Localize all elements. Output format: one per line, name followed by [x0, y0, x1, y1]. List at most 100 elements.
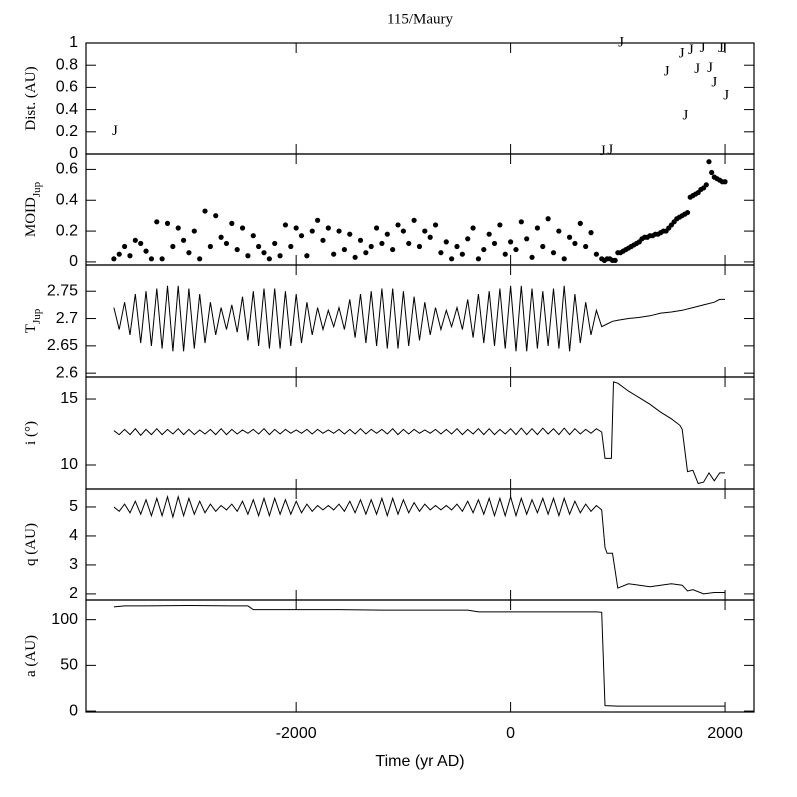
point [703, 182, 709, 188]
point [245, 253, 251, 259]
point [513, 246, 519, 253]
point [684, 209, 691, 216]
series-line [113, 381, 725, 485]
point [612, 257, 618, 263]
point [475, 256, 482, 262]
point [336, 228, 342, 234]
marker-j: J [679, 46, 685, 62]
point [207, 243, 213, 250]
y-tick-label: 1 [69, 34, 78, 51]
x-tick-label: 2000 [707, 725, 743, 742]
point [524, 236, 530, 242]
point [132, 237, 138, 243]
point [390, 246, 396, 253]
x-axis-label: Time (yr AD) [375, 753, 464, 770]
y-axis-label: q (AU) [23, 523, 39, 566]
marker-j: J [700, 40, 706, 56]
point [545, 216, 551, 222]
y-tick-label: 2.65 [47, 337, 78, 354]
y-tick-label: 0.6 [56, 79, 78, 96]
marker-j: J [688, 42, 694, 58]
y-tick-label: 0.8 [56, 56, 78, 73]
point [709, 169, 715, 176]
point [427, 234, 433, 240]
point [239, 225, 246, 231]
y-axis-label-sub: Jup [31, 308, 43, 324]
point [325, 225, 331, 231]
point [293, 225, 299, 231]
point [540, 243, 546, 250]
point [459, 251, 465, 257]
point [304, 253, 310, 259]
y-axis-label-main: MOID [23, 197, 39, 237]
y-tick-label: 0.2 [56, 123, 78, 140]
point [432, 222, 439, 228]
y-tick-label: 0 [69, 702, 78, 719]
point [111, 256, 117, 262]
point [315, 217, 321, 223]
y-tick-label: 5 [69, 498, 78, 515]
point [298, 233, 305, 239]
y-axis-label: i (°) [23, 421, 39, 445]
point [309, 228, 315, 234]
marker-j: J [618, 34, 624, 50]
y-tick-label: 2 [69, 585, 78, 602]
point [250, 233, 256, 239]
point [197, 256, 203, 262]
y-tick-label: 2.7 [56, 310, 78, 327]
point [379, 240, 385, 247]
point [395, 222, 401, 228]
point [154, 219, 160, 225]
series-line [113, 604, 725, 707]
y-tick-label: 100 [51, 611, 78, 628]
point [411, 217, 417, 223]
y-axis-label: a (AU) [23, 635, 39, 677]
marker-j: J [607, 142, 613, 158]
point [175, 225, 181, 231]
point [138, 240, 144, 247]
point [593, 251, 599, 257]
point [148, 256, 155, 262]
point [143, 248, 149, 254]
y-tick-label: 2.75 [47, 282, 78, 299]
y-tick-label: 50 [60, 657, 78, 674]
point [465, 236, 471, 242]
point [566, 234, 573, 240]
point [449, 256, 455, 262]
y-tick-label: 15 [60, 390, 78, 407]
marker-j: J [694, 61, 700, 77]
point [470, 225, 476, 231]
point [223, 240, 230, 247]
point [491, 240, 498, 247]
point [363, 250, 369, 256]
point [341, 246, 348, 253]
point [282, 222, 289, 228]
point [159, 256, 165, 262]
point [234, 246, 240, 253]
point [583, 243, 589, 250]
marker-j: J [707, 60, 713, 76]
point [352, 254, 358, 260]
point [261, 250, 267, 256]
point [502, 251, 508, 257]
point [588, 230, 594, 236]
marker-j: J [682, 108, 688, 124]
y-axis-label-main: T [23, 324, 39, 333]
point [518, 219, 524, 225]
point [347, 231, 353, 237]
point [170, 243, 176, 250]
x-tick-label: -2000 [276, 725, 317, 742]
y-axis-label: TJup [23, 308, 42, 333]
point [416, 243, 423, 250]
point [572, 240, 578, 247]
point [486, 231, 492, 237]
point [384, 231, 390, 237]
marker-j: J [721, 40, 727, 56]
y-axis-label-main: i (°) [23, 421, 39, 445]
marker-j: J [664, 63, 670, 79]
point [534, 225, 541, 231]
y-axis-label-main: a (AU) [23, 635, 39, 677]
point [202, 208, 208, 214]
